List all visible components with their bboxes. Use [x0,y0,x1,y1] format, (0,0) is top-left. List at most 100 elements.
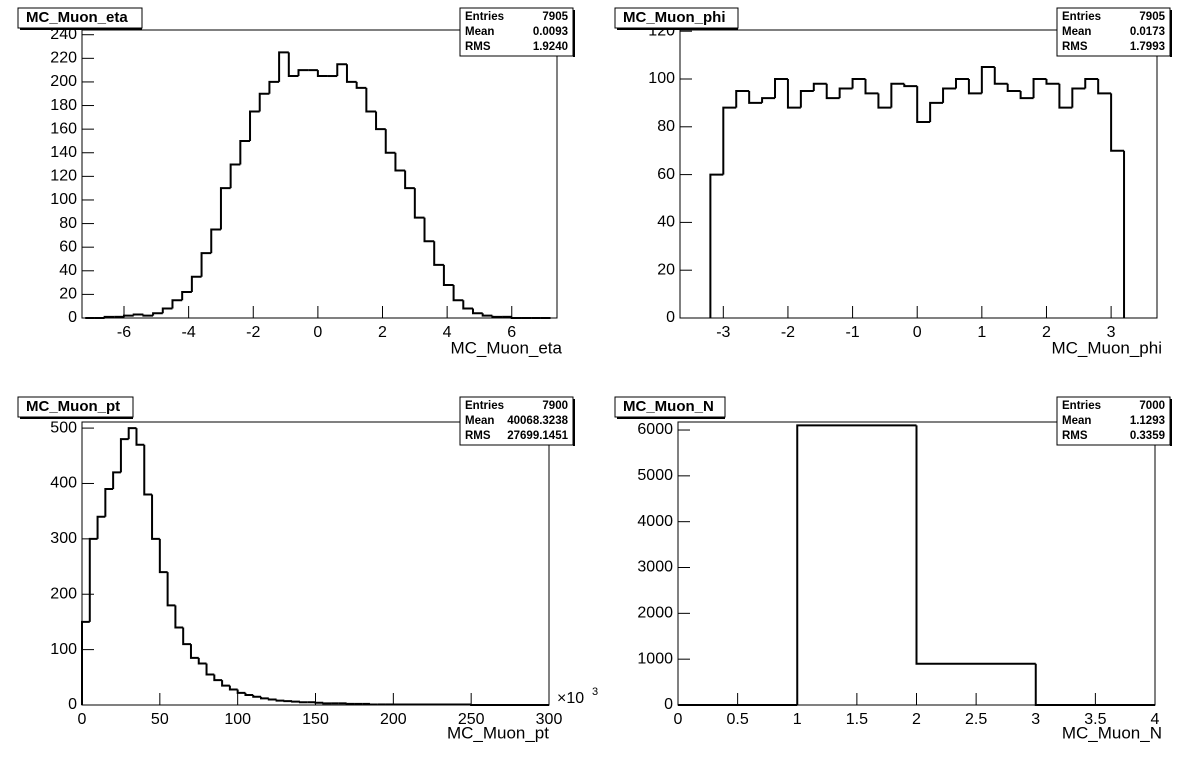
stats-label: RMS [465,41,491,53]
histogram-bin [442,264,454,286]
histogram-bin [239,139,251,165]
histogram-bin [413,188,425,219]
stats-label: Entries [465,400,504,412]
histogram-bin [123,314,134,317]
histogram-bin [297,69,309,77]
x-tick-label: 100 [224,711,251,728]
panel-title: MC_Muon_N [623,398,714,415]
histogram-bin [291,700,300,703]
histogram-bin [709,173,724,318]
y-tick-label: 120 [50,168,77,185]
y-tick-label: 4000 [637,513,673,530]
stats-value: 7000 [1139,400,1165,412]
histogram-bin [462,300,473,310]
y-tick-label: 160 [50,120,77,137]
histogram-bin [825,83,840,100]
histogram-bin [345,702,355,705]
histogram-bin [1071,87,1086,108]
stats-value: 7905 [1139,11,1165,23]
histogram-bin [228,685,238,691]
histogram-bin [316,70,328,78]
stats-value: 1.7993 [1130,41,1165,53]
y-tick-label: 240 [50,26,77,43]
y-tick-label: 3000 [637,559,673,576]
histogram-panel: -3 -2 -1 0 1 2 3020406080100120MC_Muon_phiMC_M… [614,7,1172,357]
histogram-bin [336,63,347,77]
panel-title: MC_Muon_phi [623,9,726,26]
histogram-bin [954,77,969,89]
x-axis-label: MC_Muon_phi [1051,338,1162,357]
histogram-bin [735,89,750,108]
histogram-bin [877,93,892,109]
histogram-bin [890,82,905,108]
y-tick-label: 6000 [637,421,673,438]
y-tick-label: 5000 [637,467,673,484]
histogram-bin [127,427,137,440]
histogram-bin [287,52,299,78]
histogram-bin [166,572,176,607]
stats-label: Mean [1062,415,1091,427]
histogram-bin [812,82,827,91]
histogram-bin [799,89,814,108]
plot-frame [679,29,1158,319]
histogram-bin [298,701,308,704]
histogram-bin [748,90,763,104]
stats-box [459,396,574,446]
x-tick-label: 3.5 [1084,711,1106,728]
stats-value: 7900 [542,400,568,412]
histogram-bin [258,92,270,112]
stats-label: Mean [465,26,494,38]
stats-box [1056,7,1171,57]
histogram-bin [171,299,183,309]
x-tick-label: -6 [117,324,131,341]
histogram-bin [158,538,168,574]
histogram-bin [404,170,415,190]
x-tick-label: 0 [674,711,683,728]
x-multiplier-exponent: 3 [592,686,598,698]
histogram-bin [1019,90,1034,100]
histogram-bin [423,217,435,243]
stats-value: 27699.1451 [507,430,568,442]
histogram-bin [368,703,378,706]
y-tick-label: 60 [59,238,77,255]
histogram-bin [314,701,324,704]
y-tick-label: 220 [50,50,77,67]
x-tick-label: 250 [458,711,485,728]
y-tick-label: 0 [664,696,673,713]
histogram-bin [851,77,866,89]
histogram-bin [1084,77,1099,89]
histogram-bin [81,620,90,705]
histogram-bin [375,111,386,131]
histogram-bin [135,428,145,446]
stats-value: 7905 [542,11,568,23]
histogram-bin [916,86,931,124]
histogram-bin [96,515,106,539]
histogram-bin [838,87,853,99]
histogram-bin [210,228,221,254]
x-tick-label: 4 [443,324,452,341]
histogram-bin [722,106,737,175]
histogram-bin [189,644,199,659]
x-tick-label: 150 [302,711,329,728]
histogram-bin [322,702,332,705]
histogram-bin [260,696,269,700]
stats-label: Entries [1062,11,1101,23]
histogram-bin [774,77,788,99]
histogram-bin [236,689,246,694]
histogram-bin [119,438,129,473]
y-tick-label: 0 [666,309,675,326]
histogram-bin [268,80,280,94]
histogram-bin [200,252,212,277]
x-tick-label: 200 [380,711,407,728]
histogram-panel: 0 50 100 150 200 250 300 0 100 200 300 400 500 MC_Muo… [17,396,598,742]
histogram-bin [221,680,230,687]
histogram-bin [112,471,121,490]
stats-value: 1.1293 [1130,415,1165,427]
stats-label: Mean [1062,26,1091,38]
histogram-bin [190,275,202,293]
histogram-bin [229,163,241,189]
stats-label: Mean [465,415,494,427]
histogram-bin [394,152,406,172]
x-tick-label: -2 [246,324,260,341]
